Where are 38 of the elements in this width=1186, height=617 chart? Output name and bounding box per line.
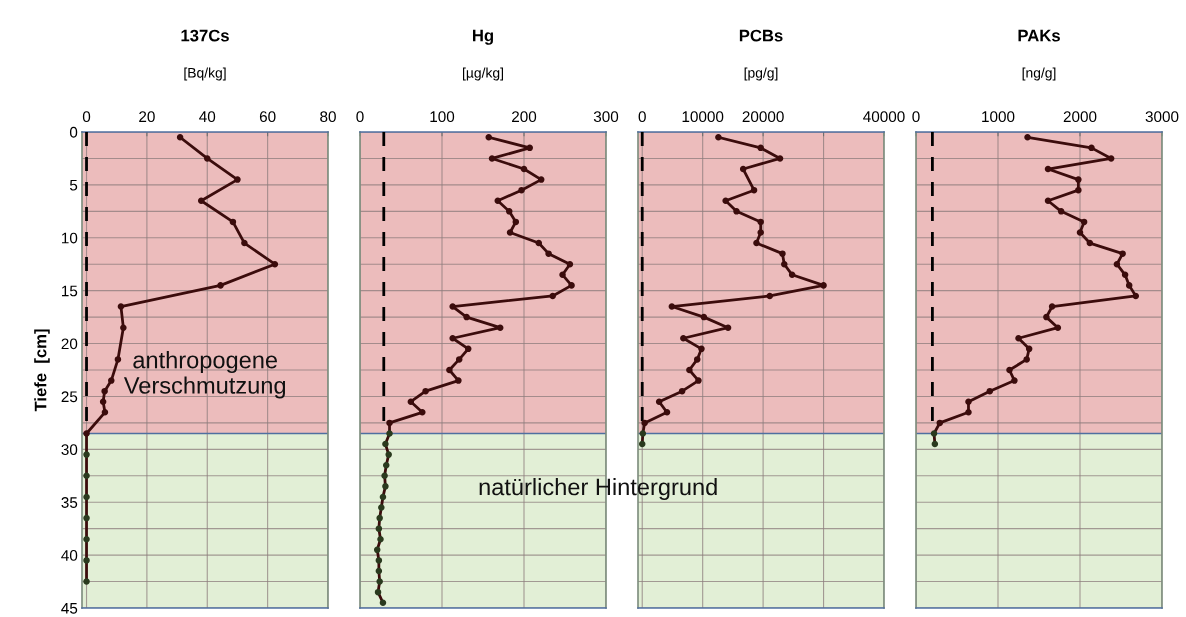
chart-subtitle: [µg/kg]: [463, 67, 503, 81]
x-tick-label: 1000: [982, 111, 1015, 123]
x-tick-label: 60: [259, 111, 276, 123]
y-tick-label: 5: [69, 179, 78, 191]
y-tick-label: 20: [61, 338, 78, 350]
chart-title: PCBs: [739, 29, 783, 42]
chart-subtitle: [pg/g]: [744, 67, 778, 81]
x-tick-label: 40000: [863, 111, 905, 123]
x-tick-label: 2000: [1063, 111, 1097, 123]
x-tick-label: 20000: [742, 111, 784, 123]
x-tick-label: 0: [356, 111, 364, 123]
annotation: natürlicher Hintergrund: [479, 478, 717, 501]
y-tick-label: 25: [61, 391, 78, 403]
annotation: anthropogene Verschmutzung: [123, 351, 286, 399]
chart-subtitle: [ng/g]: [1022, 67, 1056, 81]
y-tick-label: 0: [69, 126, 78, 138]
y-tick-label: 30: [61, 444, 78, 456]
x-tick-label: 0: [912, 111, 920, 123]
x-tick-label: 300: [593, 111, 619, 123]
x-tick-label: 100: [430, 111, 455, 123]
x-tick-label: 0: [82, 111, 91, 123]
x-tick-label: 0: [638, 111, 646, 123]
y-tick-label: 35: [61, 497, 78, 508]
y-axis-title: Tiefe [cm]: [34, 329, 50, 412]
chart-title: 137Cs: [181, 29, 229, 42]
x-tick-label: 20: [139, 111, 155, 123]
chart-title: Hg: [473, 29, 493, 45]
x-tick-label: 80: [320, 111, 336, 123]
x-tick-label: 10000: [682, 111, 724, 123]
x-tick-label: 40: [199, 111, 216, 123]
x-tick-label: 3000: [1145, 111, 1179, 123]
chart-subtitle: [Bq/kg]: [184, 67, 226, 81]
chart-title: PAKs: [1018, 29, 1060, 42]
y-tick-label: 15: [62, 285, 78, 297]
y-tick-label: 40: [61, 549, 78, 561]
y-tick-label: 45: [61, 603, 78, 614]
x-tick-label: 200: [512, 111, 537, 123]
y-tick-label: 10: [62, 232, 78, 244]
